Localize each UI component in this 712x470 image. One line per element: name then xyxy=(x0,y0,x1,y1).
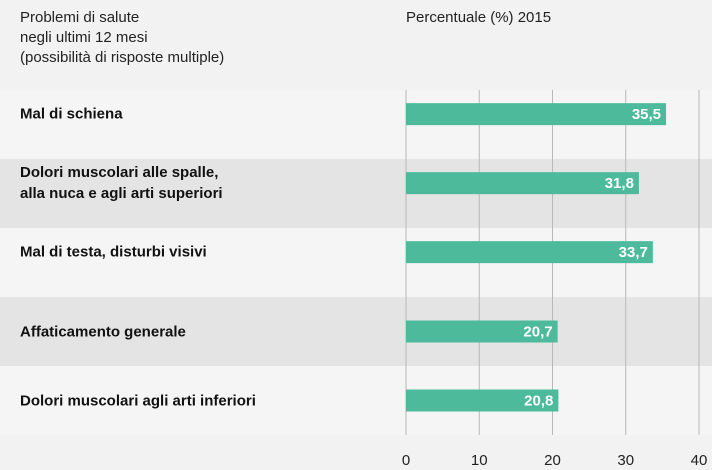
value-label: 33,7 xyxy=(619,244,648,261)
x-tick-label: 10 xyxy=(471,452,488,469)
category-label: Mal di testa, disturbi visivi xyxy=(20,243,207,261)
value-label: 35,5 xyxy=(632,106,661,123)
x-tick-label: 40 xyxy=(691,452,708,469)
bar xyxy=(406,389,559,412)
x-tick-label: 30 xyxy=(617,452,634,469)
category-header: Problemi di salute negli ultimi 12 mesi … xyxy=(20,9,225,66)
value-header: Percentuale (%) 2015 xyxy=(406,9,552,26)
value-label: 31,8 xyxy=(605,175,634,192)
category-label: Affaticamento generale xyxy=(20,323,186,340)
category-label: Dolori muscolari alle spalle, alla nuca … xyxy=(20,164,223,203)
value-label: 20,8 xyxy=(524,392,553,409)
bar xyxy=(406,103,667,126)
category-label: Mal di schiena xyxy=(20,105,123,123)
category-label: Dolori muscolari agli arti inferiori xyxy=(20,392,256,409)
row-band xyxy=(0,297,712,366)
x-tick-label: 20 xyxy=(544,452,561,469)
value-label: 20,7 xyxy=(523,323,552,340)
bar xyxy=(406,320,558,343)
bar xyxy=(406,241,653,264)
row-band xyxy=(0,366,712,435)
x-tick-label: 0 xyxy=(402,452,410,469)
bar xyxy=(406,172,639,195)
